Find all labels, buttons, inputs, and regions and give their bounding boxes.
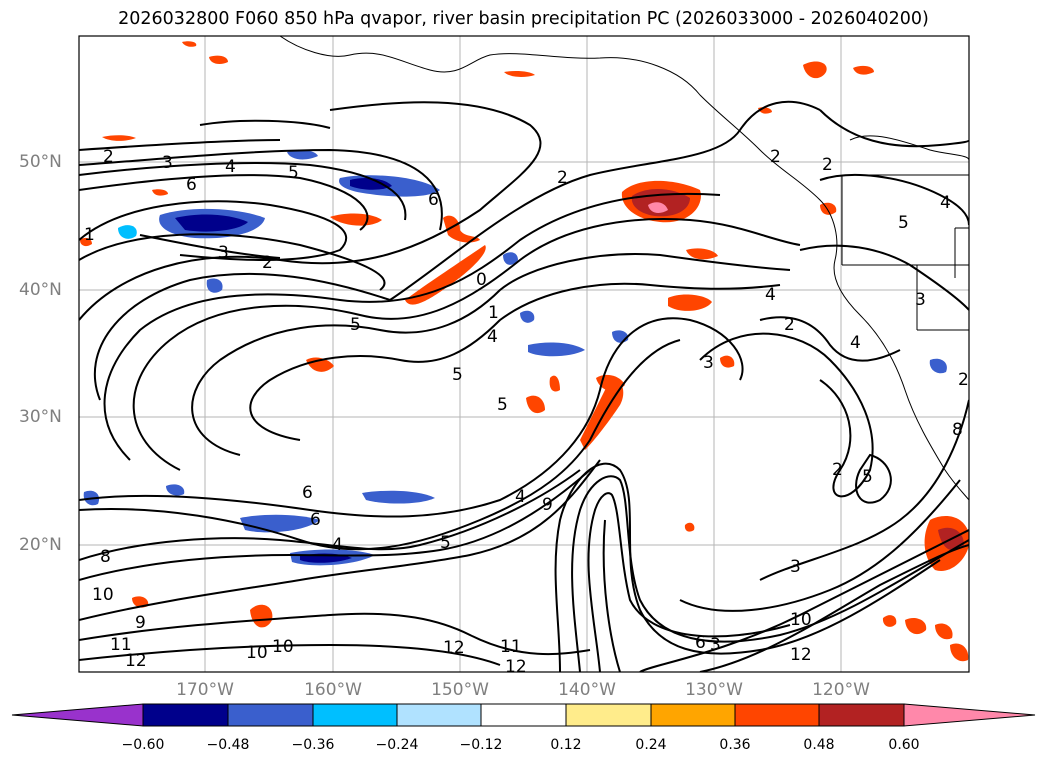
contour-label: 5: [898, 213, 909, 233]
contour-label: 5: [288, 163, 299, 183]
contour-label: 4: [765, 285, 776, 305]
contour-label: 4: [225, 157, 236, 177]
colorbar-tick-label: −0.60: [121, 737, 165, 753]
colorbar-segment: [734, 703, 820, 727]
colorbar-tick-label: −0.48: [206, 737, 250, 753]
gridlines: [79, 36, 969, 672]
colorbar-segment: [650, 703, 736, 727]
colorbar-tick-label: 0.60: [888, 737, 920, 753]
contour-label: 1: [488, 303, 499, 323]
contour-label: 4: [332, 535, 343, 555]
colorbar-tick-label: −0.24: [375, 737, 419, 753]
colorbar-tick-label: −0.12: [459, 737, 503, 753]
colorbar-tick-label: 0.36: [719, 737, 751, 753]
contour-label: 0: [476, 270, 487, 290]
contour-label: 5: [497, 395, 508, 415]
coastlines: [279, 36, 969, 501]
colorbar-tick-label: 0.12: [550, 737, 582, 753]
contour-label: 12: [443, 638, 465, 658]
contour-labels: 2 3 4 5 6 6 1 3 2 2 0 5 1 4 5 5 9 6 4 6 …: [84, 147, 969, 677]
contour-label: 4: [940, 193, 951, 213]
contour-label: 5: [452, 365, 463, 385]
contour-label: 6: [695, 633, 706, 653]
contour-label: 2: [832, 460, 843, 480]
colorbar: [11, 703, 1036, 727]
figure-title: 2026032800 F060 850 hPa qvapor, river ba…: [118, 9, 929, 29]
contour-label: 12: [505, 657, 527, 677]
contour-label: 2: [770, 147, 781, 167]
contour-label: 3: [162, 153, 173, 173]
lon-label: 140°W: [558, 680, 616, 700]
contour-label: 3: [218, 243, 229, 263]
contour-label: 9: [542, 495, 553, 515]
contour-label: 4: [515, 487, 526, 507]
contour-label: 5: [862, 467, 873, 487]
contour-label: 6: [428, 190, 439, 210]
contour-label: 3: [915, 290, 926, 310]
contour-label: 8: [952, 420, 963, 440]
contour-label: 2: [103, 147, 114, 167]
colorbar-segment: [480, 703, 567, 727]
contour-label: 3: [710, 635, 721, 655]
colorbar-segment: [142, 703, 229, 727]
lat-label: 30°N: [19, 407, 62, 427]
lon-label: 170°W: [176, 680, 234, 700]
contour-label: 10: [92, 585, 114, 605]
plot-frame: [78, 35, 970, 673]
qvapor-contours: [79, 100, 969, 672]
lon-label: 150°W: [431, 680, 489, 700]
lon-label: 130°W: [685, 680, 743, 700]
colorbar-tick-label: 0.48: [803, 737, 835, 753]
contour-label: 2: [822, 155, 833, 175]
contour-label: 4: [487, 327, 498, 347]
contour-label: 6: [310, 510, 321, 530]
contour-label: 2: [557, 168, 568, 188]
colorbar-segment: [396, 703, 482, 727]
contour-label: 5: [350, 315, 361, 335]
colorbar-extend-left: [11, 703, 144, 727]
contour-label: 6: [186, 175, 197, 195]
contour-label: 4: [850, 333, 861, 353]
lon-label: 120°W: [812, 680, 870, 700]
contour-label: 10: [790, 610, 812, 630]
lat-label: 40°N: [19, 280, 62, 300]
contour-label: 1: [84, 225, 95, 245]
contour-label: 11: [500, 637, 522, 657]
contour-label: 2: [784, 315, 795, 335]
precip-pc-fill: [80, 41, 969, 662]
lat-label: 20°N: [19, 535, 62, 555]
contour-label: 11: [110, 635, 132, 655]
colorbar-tick-label: −0.36: [291, 737, 335, 753]
contour-label: 2: [262, 253, 273, 273]
contour-label: 12: [790, 645, 812, 665]
contour-label: 2: [958, 370, 969, 390]
colorbar-extend-right: [903, 703, 1036, 727]
contour-label: 5: [440, 533, 451, 553]
colorbar-segment: [227, 703, 314, 727]
colorbar-tick-label: 0.24: [635, 737, 667, 753]
contour-label: 3: [703, 353, 714, 373]
contour-label: 6: [302, 483, 313, 503]
contour-label: 10: [246, 643, 268, 663]
contour-label: 8: [100, 547, 111, 567]
contour-label: 10: [272, 637, 294, 657]
colorbar-segment: [312, 703, 398, 727]
colorbar-segment: [818, 703, 905, 727]
contour-label: 9: [135, 613, 146, 633]
colorbar-segment: [565, 703, 652, 727]
lat-label: 50°N: [19, 152, 62, 172]
contour-label: 3: [790, 557, 801, 577]
contour-label: 12: [125, 651, 147, 671]
lon-label: 160°W: [304, 680, 362, 700]
